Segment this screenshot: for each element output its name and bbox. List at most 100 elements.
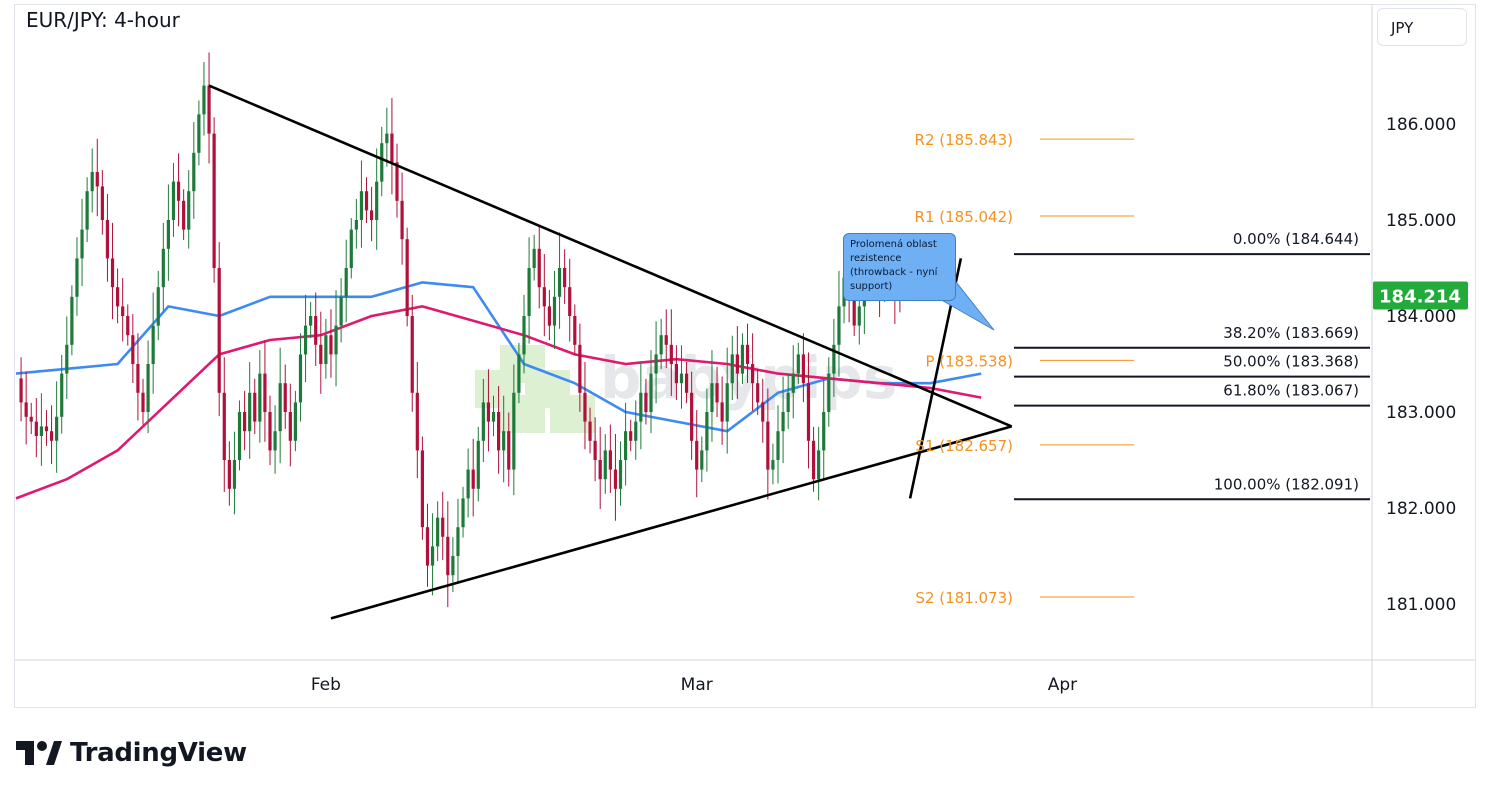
- candle-body: [176, 181, 181, 201]
- moving-average-fast-line: [15, 281, 982, 433]
- candle-body: [502, 431, 506, 451]
- candle-body: [263, 373, 267, 412]
- candle-body: [161, 248, 165, 288]
- candle-body: [451, 556, 455, 576]
- candle-body: [19, 378, 23, 403]
- candle-body: [202, 85, 206, 115]
- candle-body: [852, 296, 856, 326]
- chart-title: EUR/JPY: 4-hour: [26, 8, 180, 32]
- candle-body: [568, 287, 572, 316]
- candle-body: [563, 268, 567, 288]
- y-tick-label: 186.000: [1386, 115, 1456, 135]
- candle-body: [212, 133, 216, 268]
- candle-body: [822, 412, 826, 451]
- candle-body: [95, 172, 99, 187]
- candle-body: [385, 133, 389, 144]
- pivot-label: S2 (181.073): [915, 589, 1013, 607]
- candle-body: [207, 85, 211, 134]
- candle-body: [298, 354, 303, 403]
- y-tick-label: 183.000: [1386, 403, 1456, 423]
- candle-body: [715, 383, 719, 403]
- candle-body: [811, 440, 816, 480]
- candle-body: [344, 268, 348, 297]
- currency-unit-label: JPY: [1391, 19, 1414, 37]
- pivot-label: P (183.538): [925, 352, 1013, 370]
- ascending-trendline: [330, 425, 1013, 620]
- candle-body: [517, 354, 521, 393]
- candle-body: [776, 431, 780, 460]
- candle-body: [598, 460, 602, 480]
- candle-body: [420, 450, 424, 528]
- last-price-badge: [1373, 281, 1468, 310]
- candle-body: [151, 325, 155, 364]
- watermark-cube: [550, 395, 595, 433]
- tradingview-logo-icon: [16, 741, 62, 765]
- currency-unit-selector[interactable]: JPY: [1377, 8, 1467, 46]
- candle-body: [476, 440, 480, 489]
- candle-body: [679, 373, 684, 384]
- candle-body: [491, 412, 496, 422]
- candle-body: [690, 392, 694, 441]
- candle-body: [583, 392, 587, 422]
- candle-body: [370, 210, 374, 220]
- annotation-callout: Prolomená oblast rezistence (throwback -…: [843, 233, 956, 301]
- candle-body: [131, 335, 135, 364]
- moving-average-slow-line: [15, 305, 982, 500]
- chart-frame: [14, 4, 1476, 708]
- candle-body: [806, 383, 811, 441]
- candle-body: [857, 306, 861, 326]
- candle-body: [461, 498, 465, 528]
- candle-body: [735, 354, 739, 374]
- candle-body: [725, 383, 729, 422]
- x-tick-label: Mar: [681, 675, 713, 695]
- candle-body: [456, 527, 460, 556]
- candle-body: [613, 469, 618, 489]
- candle-body: [141, 392, 145, 412]
- candle-body: [786, 392, 790, 412]
- candle-body: [512, 392, 516, 470]
- candle-body: [771, 460, 775, 470]
- candle-body: [649, 373, 653, 412]
- candle-body: [288, 412, 292, 441]
- pivot-label: R1 (185.042): [915, 208, 1013, 226]
- fibonacci-label: 0.00% (184.644): [1233, 230, 1359, 248]
- fibonacci-label: 100.00% (182.091): [1214, 475, 1359, 493]
- candle-body: [34, 421, 38, 436]
- candle-body: [278, 383, 282, 432]
- y-tick-label: 182.000: [1386, 499, 1456, 519]
- candle-body: [156, 287, 160, 326]
- candle-body: [446, 536, 450, 576]
- candle-body: [70, 296, 74, 345]
- candle-body: [349, 229, 353, 268]
- fibonacci-label: 61.80% (183.067): [1223, 382, 1359, 400]
- candle-body: [664, 335, 668, 345]
- candle-body: [593, 440, 597, 460]
- candle-body: [375, 181, 379, 220]
- candle-body: [497, 412, 501, 451]
- candle-body: [364, 191, 369, 211]
- candle-body: [634, 421, 638, 441]
- candle-body: [390, 133, 394, 163]
- tradingview-logo-text: TradingView: [70, 738, 247, 768]
- candle-body: [166, 220, 170, 249]
- candle-body: [588, 421, 592, 441]
- candle-body: [552, 296, 557, 326]
- candle-body: [644, 392, 648, 412]
- candle-body: [90, 172, 94, 192]
- candle-body: [39, 426, 43, 436]
- candle-body: [481, 402, 485, 441]
- candle-body: [329, 335, 333, 355]
- candle-body: [745, 344, 750, 364]
- annotation-text: Prolomená oblast rezistence (throwback -…: [850, 239, 938, 292]
- candle-body: [100, 186, 104, 220]
- candle-body: [720, 402, 724, 422]
- tradingview-logo[interactable]: TradingView: [16, 736, 247, 770]
- candle-body: [258, 373, 262, 422]
- candle-body: [466, 469, 470, 499]
- candle-body: [674, 364, 678, 384]
- babypips-watermark: babypips: [475, 344, 897, 433]
- candle-body: [608, 450, 612, 470]
- candle-body: [121, 306, 125, 316]
- candle-body: [339, 296, 343, 326]
